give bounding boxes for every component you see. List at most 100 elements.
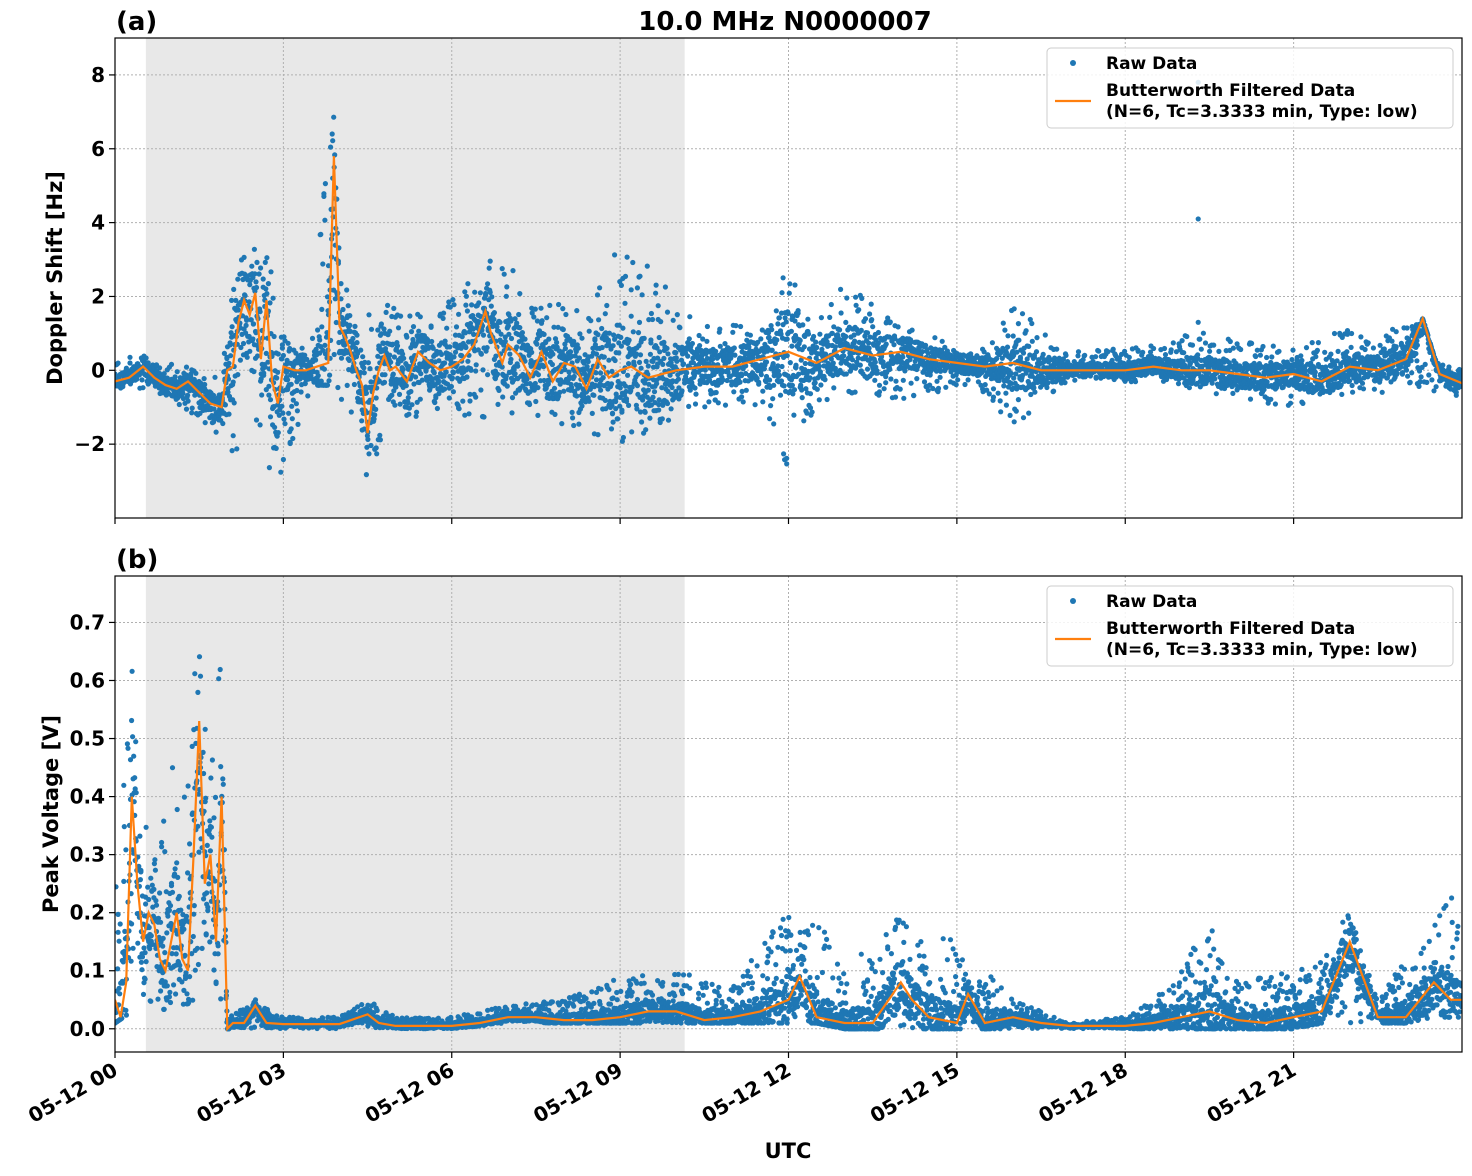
raw-data-point <box>556 302 561 307</box>
raw-data-point <box>1016 397 1021 402</box>
raw-data-point <box>1332 331 1337 336</box>
raw-data-point <box>374 395 379 400</box>
raw-data-point <box>771 383 776 388</box>
raw-data-point <box>882 386 887 391</box>
raw-data-point <box>693 392 698 397</box>
raw-data-point <box>896 324 901 329</box>
raw-data-point <box>418 371 423 376</box>
raw-data-point <box>1026 411 1031 416</box>
raw-data-point <box>267 465 272 470</box>
raw-data-point <box>220 421 225 426</box>
raw-data-point <box>366 451 371 456</box>
raw-data-point <box>615 416 620 421</box>
raw-data-point <box>807 375 812 380</box>
raw-data-point <box>550 352 555 357</box>
raw-data-point <box>648 352 653 357</box>
raw-data-point <box>388 360 393 365</box>
raw-data-point <box>940 339 945 344</box>
raw-data-point <box>637 360 642 365</box>
raw-data-point <box>276 430 281 435</box>
raw-data-point <box>253 279 258 284</box>
raw-data-point <box>613 358 618 363</box>
raw-data-point <box>996 391 1001 396</box>
raw-data-point <box>266 384 271 389</box>
raw-data-point <box>157 365 162 370</box>
raw-data-point <box>1008 413 1013 418</box>
raw-data-point <box>814 345 819 350</box>
raw-data-point <box>1322 350 1327 355</box>
raw-data-point <box>1014 409 1019 414</box>
raw-data-point <box>281 417 286 422</box>
raw-data-point <box>869 317 874 322</box>
raw-data-point <box>318 232 323 237</box>
raw-data-point <box>258 309 263 314</box>
raw-data-point <box>464 374 469 379</box>
raw-data-point <box>692 385 697 390</box>
raw-data-point <box>869 302 874 307</box>
raw-data-point <box>127 355 132 360</box>
raw-data-point <box>416 329 421 334</box>
raw-data-point <box>401 356 406 361</box>
raw-data-point <box>1045 380 1050 385</box>
raw-data-point <box>379 321 384 326</box>
raw-data-point <box>294 401 299 406</box>
raw-data-point <box>810 410 815 415</box>
raw-data-point <box>609 426 614 431</box>
raw-data-point <box>771 421 776 426</box>
raw-data-point <box>1162 346 1167 351</box>
raw-data-point <box>731 389 736 394</box>
raw-data-point <box>1276 349 1281 354</box>
raw-data-point <box>1394 344 1399 349</box>
raw-data-point <box>257 271 262 276</box>
raw-data-point <box>347 323 352 328</box>
raw-data-point <box>186 399 191 404</box>
raw-data-point <box>954 382 959 387</box>
raw-data-point <box>844 295 849 300</box>
raw-data-point <box>644 359 649 364</box>
raw-data-point <box>1253 354 1258 359</box>
raw-data-point <box>732 353 737 358</box>
raw-data-point <box>622 301 627 306</box>
raw-data-point <box>560 306 565 311</box>
raw-data-point <box>805 317 810 322</box>
raw-data-point <box>1043 332 1048 337</box>
raw-data-point <box>271 296 276 301</box>
raw-data-point <box>319 307 324 312</box>
raw-data-point <box>618 335 623 340</box>
raw-data-point <box>657 335 662 340</box>
raw-data-point <box>1249 341 1254 346</box>
raw-data-point <box>909 381 914 386</box>
raw-data-point <box>175 369 180 374</box>
raw-data-point <box>669 406 674 411</box>
raw-data-point <box>793 365 798 370</box>
raw-data-point <box>169 362 174 367</box>
raw-data-point <box>391 306 396 311</box>
raw-data-point <box>439 352 444 357</box>
raw-data-point <box>274 375 279 380</box>
raw-data-point <box>650 395 655 400</box>
raw-data-point <box>559 421 564 426</box>
raw-data-point <box>732 345 737 350</box>
raw-data-point <box>1001 321 1006 326</box>
raw-data-point <box>914 376 919 381</box>
raw-data-point <box>733 323 738 328</box>
raw-data-point <box>706 399 711 404</box>
raw-data-point <box>533 399 538 404</box>
raw-data-point <box>1358 334 1363 339</box>
raw-data-point <box>658 319 663 324</box>
raw-data-point <box>966 377 971 382</box>
raw-data-point <box>595 332 600 337</box>
raw-data-point <box>1336 349 1341 354</box>
raw-data-point <box>1029 321 1034 326</box>
raw-data-point <box>481 333 486 338</box>
raw-data-point <box>646 388 651 393</box>
raw-data-point <box>310 336 315 341</box>
raw-data-point <box>639 366 644 371</box>
raw-data-point <box>1349 331 1354 336</box>
raw-data-point <box>660 362 665 367</box>
raw-data-point <box>550 362 555 367</box>
raw-data-point <box>1133 379 1138 384</box>
raw-data-point <box>681 361 686 366</box>
raw-data-point <box>554 340 559 345</box>
raw-data-point <box>616 350 621 355</box>
